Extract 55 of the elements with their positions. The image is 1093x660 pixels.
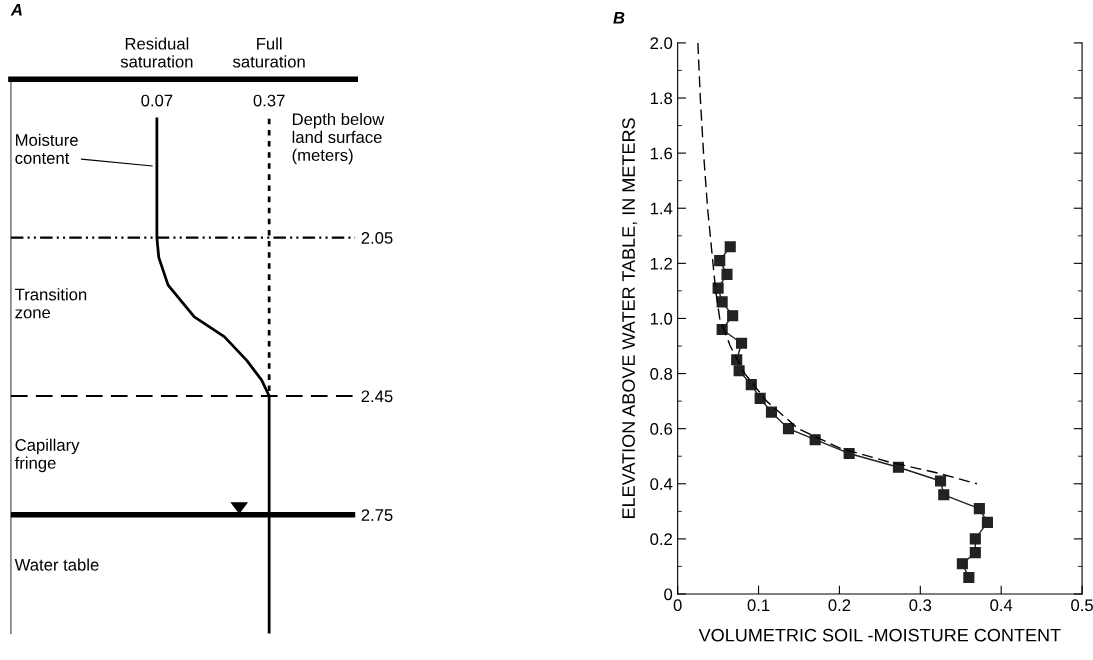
point bbox=[969, 533, 981, 545]
line-series bbox=[697, 42, 978, 485]
y-tick-label: 0.4 bbox=[650, 478, 673, 490]
text: Full saturation bbox=[233, 37, 305, 68]
chart-title: B bbox=[613, 12, 625, 24]
annotation: Depth below land surface (meters) bbox=[292, 112, 385, 165]
y-tick-label: 1.0 bbox=[650, 312, 673, 325]
y-tick-label: 0 bbox=[664, 588, 673, 601]
x-tick-label: 0.5 bbox=[1071, 599, 1093, 612]
x-tick-label: 0.2 bbox=[828, 599, 851, 612]
y-tick-label: 0.8 bbox=[650, 367, 673, 380]
point bbox=[809, 434, 821, 446]
point bbox=[724, 241, 736, 253]
point bbox=[973, 503, 985, 515]
point bbox=[754, 392, 766, 404]
point bbox=[938, 489, 950, 501]
y-tick-label: 2.05 bbox=[361, 232, 393, 244]
y-tick-label: 1.2 bbox=[650, 257, 672, 270]
x-tick-label: 0 bbox=[673, 599, 682, 612]
point bbox=[765, 406, 778, 418]
y-axis-title: ELEVATION ABOVE WATER TABLE, IN METERS bbox=[622, 118, 638, 518]
x-axis-title: VOLUMETRIC SOIL -MOISTURE CONTENT bbox=[698, 628, 1061, 642]
y-tick-label: 1.6 bbox=[650, 147, 673, 160]
point bbox=[712, 282, 724, 294]
point bbox=[745, 379, 757, 391]
x-tick-label: 0.3 bbox=[909, 599, 932, 612]
point bbox=[782, 423, 795, 435]
point bbox=[727, 310, 739, 322]
x-tick-label: 0.37 bbox=[253, 94, 285, 107]
text: Residual saturation bbox=[120, 37, 193, 68]
x-tick-label: 0.07 bbox=[141, 94, 173, 107]
point bbox=[736, 337, 748, 349]
point bbox=[981, 516, 993, 528]
x-tick-label: 0.4 bbox=[990, 599, 1013, 612]
y-tick-label: 1.8 bbox=[650, 92, 673, 105]
x-tick-label: 0.1 bbox=[747, 599, 770, 612]
point bbox=[969, 547, 981, 559]
y-tick-label: 2.45 bbox=[361, 390, 393, 403]
chart-title: A bbox=[10, 3, 22, 16]
point bbox=[716, 296, 728, 308]
point bbox=[721, 268, 733, 280]
y-tick-label: 2.0 bbox=[650, 37, 673, 50]
y-tick-label: 1.4 bbox=[650, 202, 673, 215]
annotation: Capillary fringe bbox=[14, 438, 80, 473]
y-tick-label: 0.6 bbox=[650, 423, 673, 435]
annotation: Moisture content bbox=[15, 133, 78, 164]
y-tick-label: 2.75 bbox=[361, 509, 393, 521]
point bbox=[733, 365, 745, 377]
point bbox=[963, 571, 975, 584]
point bbox=[934, 475, 947, 487]
y-tick-label: 0.2 bbox=[650, 533, 672, 546]
point bbox=[956, 558, 968, 570]
annotation: Transition zone bbox=[15, 288, 87, 319]
annotation: Water table bbox=[14, 558, 99, 571]
point bbox=[714, 255, 726, 267]
